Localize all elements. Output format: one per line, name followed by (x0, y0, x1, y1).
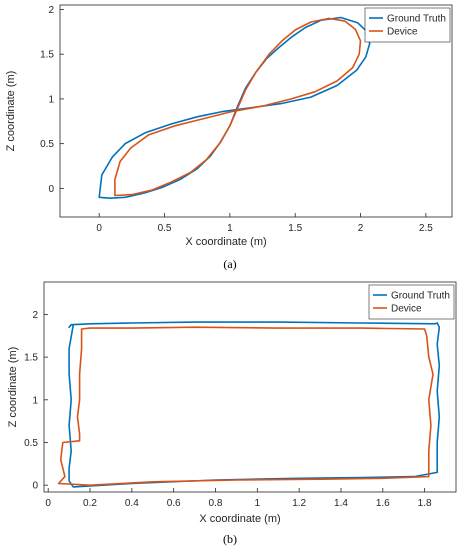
legend-entry: Ground Truth (387, 14, 446, 25)
legend-entry: Device (387, 27, 418, 38)
x-tick: 2 (358, 213, 364, 234)
y-tick: 1.5 (24, 353, 48, 364)
x-tick: 0.8 (209, 488, 223, 509)
y-tick: 0 (32, 481, 48, 492)
series-line-ground-truth (68, 321, 441, 488)
x-tick-label: 0 (96, 223, 102, 234)
series-line-device (57, 326, 434, 487)
y-tick-label: 1.5 (24, 353, 38, 364)
x-tick: 0 (45, 488, 51, 509)
x-tick: 0.4 (125, 488, 139, 509)
y-tick: 0.5 (40, 139, 64, 150)
y-tick-label: 2 (32, 310, 38, 321)
y-tick-label: 2 (48, 5, 54, 16)
x-tick-label: 1 (227, 223, 233, 234)
x-tick: 2.5 (419, 213, 433, 234)
x-tick-label: 2.5 (419, 223, 433, 234)
x-tick-label: 0.4 (125, 498, 139, 509)
y-tick-label: 0 (32, 481, 38, 492)
x-tick-label: 1.2 (292, 498, 306, 509)
x-axis-label: X coordinate (m) (185, 236, 266, 248)
panel-label: (a) (223, 257, 236, 271)
axes-frame (59, 4, 453, 218)
x-tick: 1.4 (334, 488, 348, 509)
x-tick-label: 1.8 (418, 498, 432, 509)
axes-frame (43, 281, 457, 493)
x-tick-label: 0.2 (83, 498, 97, 509)
y-tick-label: 1 (32, 395, 38, 406)
y-tick: 2 (48, 5, 64, 16)
x-tick: 0 (96, 213, 102, 234)
x-tick-label: 0.6 (167, 498, 181, 509)
chart-panel-2: 0 0.2 0.4 0.6 0.8 1 1.2 1.4 1.6 1.8 0 0.5 1 1.5 2 Groun… (7, 281, 457, 546)
legend-entry: Device (391, 304, 422, 315)
x-tick-label: 0 (45, 498, 51, 509)
y-tick-label: 0.5 (40, 139, 54, 150)
x-tick: 0.5 (158, 213, 172, 234)
y-tick: 0 (48, 184, 64, 195)
x-tick: 1 (255, 488, 261, 509)
legend: Ground Truth Device (364, 7, 451, 43)
x-tick-label: 0.5 (158, 223, 172, 234)
x-tick-label: 1.6 (376, 498, 390, 509)
x-tick: 0.2 (83, 488, 97, 509)
legend: Ground Truth Device (368, 284, 455, 320)
y-axis-label: Z coordinate (m) (5, 71, 17, 152)
panel-label: (b) (223, 532, 237, 546)
x-axis-label: X coordinate (m) (199, 513, 280, 525)
x-tick-label: 2 (358, 223, 364, 234)
y-tick: 1 (48, 94, 64, 105)
x-tick-label: 0.8 (209, 498, 223, 509)
x-tick: 1.6 (376, 488, 390, 509)
x-tick: 0.6 (167, 488, 181, 509)
legend-entry: Ground Truth (391, 291, 450, 302)
y-tick-label: 1.5 (40, 50, 54, 61)
x-tick-label: 1.5 (288, 223, 302, 234)
y-tick: 2 (32, 310, 48, 321)
y-axis-label: Z coordinate (m) (7, 347, 19, 428)
x-tick: 1.2 (292, 488, 307, 509)
series-line-device (114, 17, 362, 197)
legend-box (364, 7, 451, 43)
y-tick-label: 0 (48, 184, 54, 195)
x-tick: 1.8 (418, 488, 432, 509)
x-tick: 1.5 (288, 213, 303, 234)
y-tick: 1 (32, 395, 48, 406)
legend-box (368, 284, 455, 320)
y-tick: 1.5 (40, 50, 64, 61)
x-tick-label: 1 (255, 498, 261, 509)
y-tick-label: 1 (48, 94, 54, 105)
y-tick: 0.5 (24, 438, 48, 449)
chart-panel-1: 0 0.5 1 1.5 2 2.5 0 0.5 1 1.5 2 Ground Truth Device X… (5, 4, 453, 271)
y-tick-label: 0.5 (24, 438, 38, 449)
x-tick: 1 (227, 213, 233, 234)
x-tick-label: 1.4 (334, 498, 348, 509)
